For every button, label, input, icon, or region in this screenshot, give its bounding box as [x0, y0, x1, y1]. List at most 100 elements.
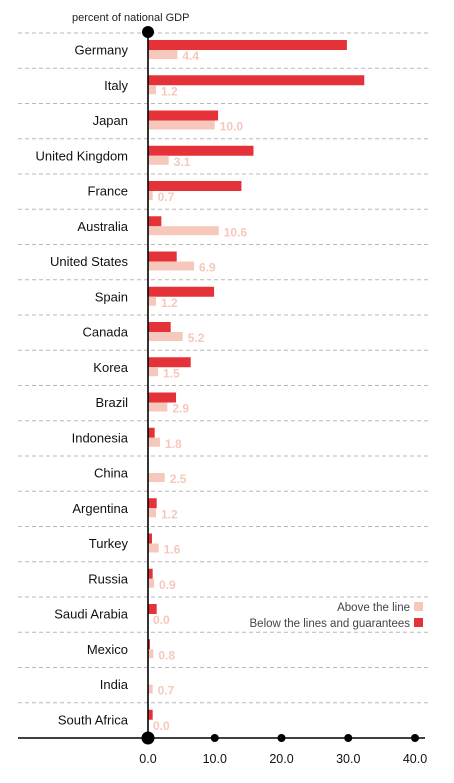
category-label-united-kingdom: United Kingdom	[36, 148, 129, 163]
bar-above-korea	[148, 367, 159, 377]
tick-mark	[210, 734, 219, 742]
category-label-india: India	[100, 677, 129, 692]
category-label-mexico: Mexico	[87, 642, 128, 657]
bar-above-china	[148, 473, 165, 482]
bar-above-russia	[148, 578, 155, 588]
bar-above-brazil	[148, 402, 168, 412]
value-label-turkey: 1.6	[164, 543, 181, 557]
value-label-united-states: 6.9	[199, 261, 216, 275]
value-label-australia: 10.6	[224, 225, 248, 239]
value-label-france: 0.7	[158, 190, 175, 204]
bar-above-canada	[148, 332, 183, 341]
bar-below-canada	[148, 322, 171, 332]
category-label-canada: Canada	[82, 325, 128, 340]
bar-below-france	[148, 181, 242, 191]
tick-label: 10.0	[203, 752, 227, 766]
bar-below-australia	[148, 216, 162, 227]
value-label-mexico: 0.8	[158, 648, 175, 662]
bar-above-italy	[148, 85, 157, 95]
x-ticks: 0.0 10.0 20.0 30.0 40.0	[139, 731, 427, 766]
bar-below-brazil	[148, 392, 177, 403]
tick-label: 30.0	[336, 752, 360, 766]
value-label-south-africa: 0.0	[153, 719, 170, 733]
category-label-saudi-arabia: Saudi Arabia	[54, 607, 128, 622]
category-label-indonesia: Indonesia	[72, 430, 129, 445]
bar-below-argentina	[148, 498, 157, 509]
legend-label-below-the-lines-and-guarantees: Below the lines and guarantees	[250, 618, 411, 630]
axis-header-label: percent of national GDP	[72, 12, 189, 24]
bar-below-indonesia	[148, 427, 155, 438]
bar-above-japan	[148, 120, 215, 130]
value-label-saudi-arabia: 0.0	[153, 613, 170, 627]
bar-above-united-states	[148, 261, 195, 271]
value-label-germany: 4.4	[182, 49, 199, 63]
bar-below-germany	[148, 40, 347, 50]
bar-above-spain	[148, 296, 157, 306]
category-label-brazil: Brazil	[95, 395, 128, 410]
value-label-brazil: 2.9	[172, 402, 189, 416]
bar-above-turkey	[148, 543, 159, 553]
bar-below-turkey	[148, 533, 153, 544]
bar-below-saudi-arabia	[148, 604, 157, 614]
bar-above-united-kingdom	[148, 155, 169, 165]
bar-above-argentina	[148, 508, 157, 518]
tick-mark	[344, 734, 353, 742]
grid-lines	[18, 32, 428, 704]
tick-mark	[277, 734, 286, 742]
category-label-south-africa: South Africa	[58, 712, 129, 727]
value-label-spain: 1.2	[161, 296, 178, 310]
axes	[18, 26, 425, 739]
category-label-spain: Spain	[95, 289, 128, 304]
category-labels: Germany Italy Japan United Kingdom France Aus…	[36, 43, 129, 728]
bar-above-australia	[148, 226, 219, 236]
category-label-argentina: Argentina	[72, 501, 128, 516]
bar-below-russia	[148, 568, 153, 579]
bar-below-japan	[148, 110, 219, 121]
value-label-japan: 10.0	[220, 120, 244, 134]
value-label-china: 2.5	[170, 472, 187, 486]
category-label-australia: Australia	[77, 219, 128, 234]
legend-swatch-below-the-lines-and-guarantees	[414, 618, 423, 627]
legend-label-above-the-line: Above the line	[337, 602, 410, 614]
category-label-russia: Russia	[88, 571, 129, 586]
category-label-germany: Germany	[75, 43, 129, 58]
tick-mark	[411, 734, 419, 742]
bar-below-italy	[148, 75, 365, 86]
value-label-canada: 5.2	[188, 331, 205, 345]
bar-above-mexico	[148, 649, 154, 659]
tick-mark	[141, 731, 155, 745]
axis-top-dot	[142, 26, 154, 38]
bar-below-spain	[148, 286, 215, 297]
value-labels: 4.4 1.2 10.0 3.1 0.7 10.6 6.9 1.2 5.2 1.5 2.9 1.8 2.…	[153, 49, 247, 733]
value-label-russia: 0.9	[159, 578, 176, 592]
value-label-italy: 1.2	[161, 84, 178, 98]
bar-above-germany	[148, 50, 178, 59]
bar-below-south-africa	[148, 709, 153, 720]
category-label-italy: Italy	[104, 78, 128, 93]
bar-above-india	[148, 684, 153, 694]
category-label-japan: Japan	[93, 113, 128, 128]
bar-below-mexico	[148, 639, 151, 650]
category-label-france: France	[88, 184, 128, 199]
value-label-argentina: 1.2	[161, 507, 178, 521]
category-label-china: China	[94, 466, 129, 481]
bar-above-france	[148, 191, 153, 200]
bar-below-united-states	[148, 251, 177, 262]
category-label-united-states: United States	[50, 254, 129, 269]
bar-series	[148, 40, 365, 720]
legend: Above the line Below the lines and guaran…	[250, 602, 423, 630]
bar-below-united-kingdom	[148, 145, 254, 156]
tick-label: 0.0	[139, 752, 156, 766]
tick-label: 20.0	[269, 752, 293, 766]
bar-below-korea	[148, 357, 191, 368]
value-label-indonesia: 1.8	[165, 437, 182, 451]
value-label-united-kingdom: 3.1	[174, 155, 191, 169]
value-label-korea: 1.5	[163, 366, 180, 380]
bar-above-indonesia	[148, 437, 161, 447]
legend-swatch-above-the-line	[414, 602, 423, 611]
category-label-korea: Korea	[93, 360, 128, 375]
value-label-india: 0.7	[158, 684, 175, 698]
tick-label: 40.0	[403, 752, 427, 766]
category-label-turkey: Turkey	[89, 536, 129, 551]
